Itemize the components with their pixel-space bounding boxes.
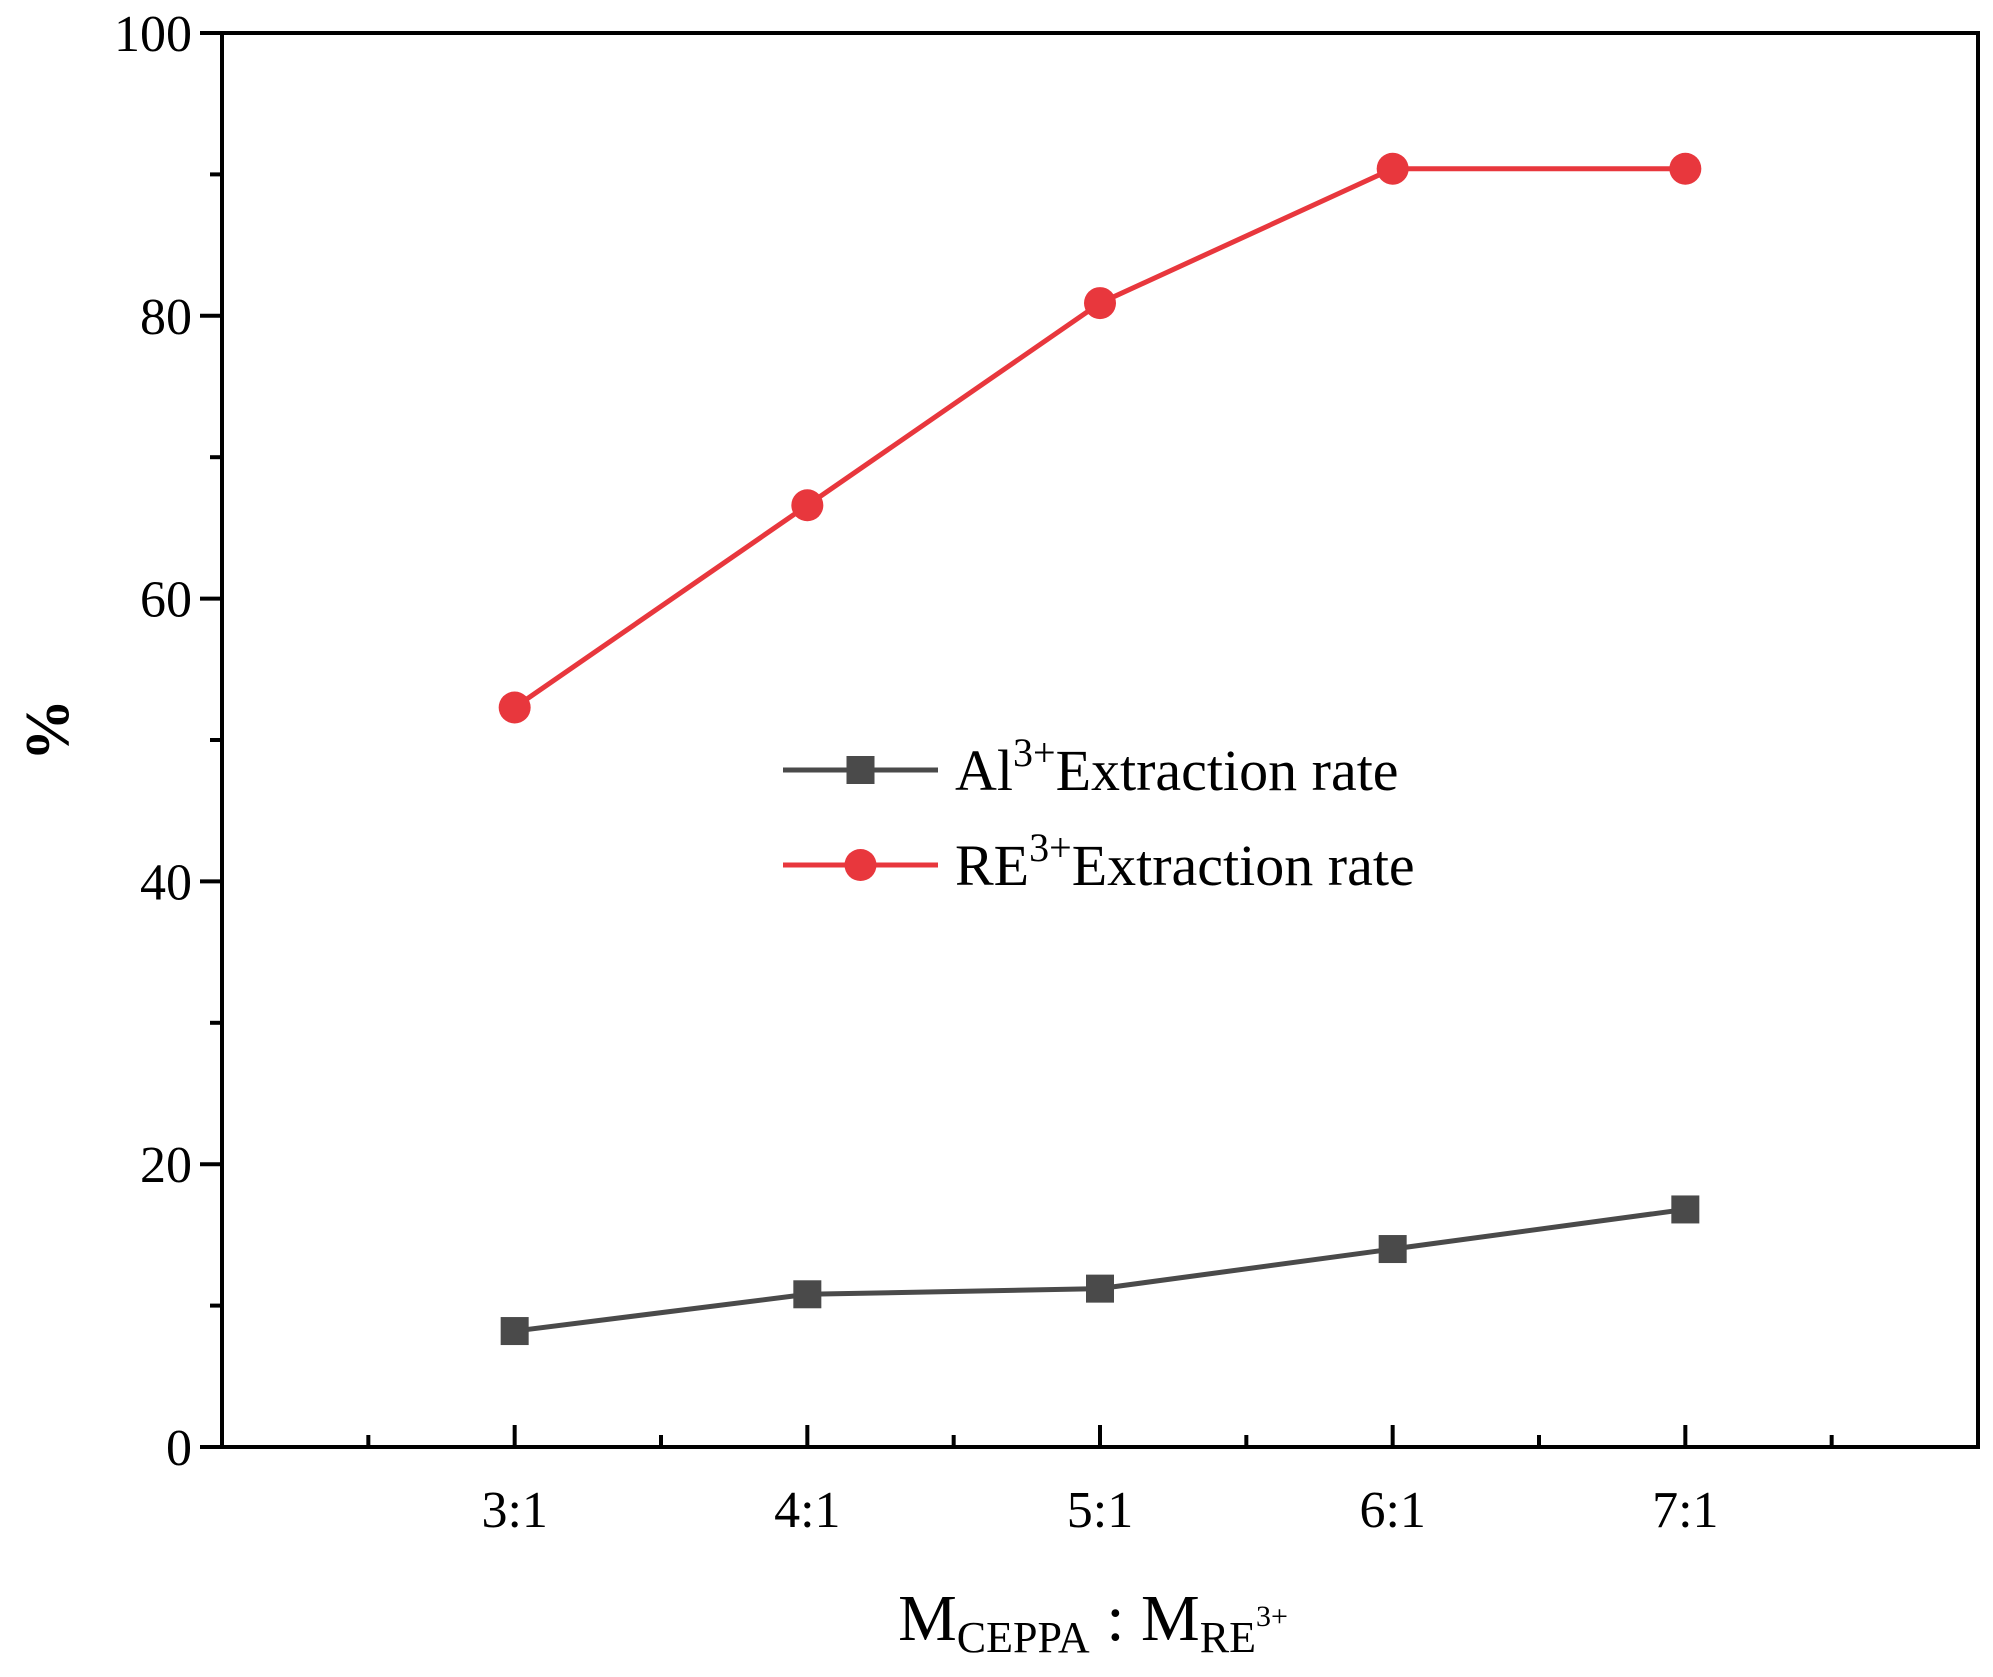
data-point-square bbox=[793, 1280, 822, 1309]
legend-label-rest: Extraction rate bbox=[1072, 833, 1415, 898]
x-axis-title: MCEPPA : MRE3+ bbox=[898, 1582, 1288, 1662]
data-point-circle bbox=[1084, 287, 1116, 320]
legend-swatch-square bbox=[846, 756, 875, 784]
x-title-m2: M bbox=[1141, 1582, 1200, 1655]
y-tick-label: 0 bbox=[166, 1420, 192, 1477]
legend-label-sup: 3+ bbox=[1029, 825, 1072, 870]
data-point-circle bbox=[1669, 152, 1702, 185]
legend-item: Al3+Extraction rate bbox=[783, 730, 1399, 803]
legend-label: Al3+Extraction rate bbox=[955, 730, 1399, 803]
y-tick-label: 40 bbox=[140, 854, 192, 911]
data-point-square bbox=[1671, 1195, 1700, 1224]
x-title-m1-sub: CEPPA bbox=[957, 1613, 1090, 1662]
y-axis-title: % bbox=[14, 699, 82, 761]
x-tick-label: 7:1 bbox=[1652, 1482, 1718, 1539]
x-title-colon: : bbox=[1090, 1582, 1141, 1655]
data-point-circle bbox=[1376, 152, 1409, 185]
legend-swatch-circle bbox=[844, 849, 877, 881]
ticks-layer: 0 20 40 60 80 100 3:1 4:1 5:1 6:1 7:1 bbox=[114, 6, 1834, 1539]
legend-label-base: RE bbox=[955, 833, 1029, 898]
y-tick-label: 60 bbox=[140, 572, 192, 629]
x-title-m1: M bbox=[898, 1582, 957, 1655]
x-title-m2-sub: RE bbox=[1200, 1613, 1256, 1662]
legend-label: RE3+Extraction rate bbox=[955, 825, 1415, 898]
x-title-m2-sub-sup: 3+ bbox=[1256, 1600, 1288, 1633]
series-layer bbox=[498, 152, 1702, 1346]
data-point-square bbox=[500, 1317, 529, 1346]
y-tick-label: 80 bbox=[140, 289, 192, 346]
x-tick-label: 5:1 bbox=[1067, 1482, 1133, 1539]
x-tick-label: 3:1 bbox=[481, 1482, 547, 1539]
axis-titles: %MCEPPA : MRE3+ bbox=[14, 699, 1288, 1662]
legend-item: RE3+Extraction rate bbox=[783, 825, 1415, 898]
data-point-square bbox=[1378, 1235, 1407, 1264]
data-point-circle bbox=[498, 691, 531, 724]
y-tick-label: 20 bbox=[140, 1137, 192, 1194]
data-point-circle bbox=[791, 489, 824, 522]
series-line bbox=[513, 166, 1686, 710]
legend-label-base: Al bbox=[955, 738, 1013, 803]
y-tick-label: 100 bbox=[114, 6, 192, 63]
data-point-square bbox=[1086, 1274, 1114, 1303]
x-tick-label: 4:1 bbox=[774, 1482, 840, 1539]
x-tick-label: 6:1 bbox=[1359, 1482, 1425, 1539]
legend-label-rest: Extraction rate bbox=[1056, 738, 1399, 803]
series-al bbox=[500, 1195, 1700, 1346]
legend-label-sup: 3+ bbox=[1013, 730, 1056, 775]
series-re bbox=[498, 152, 1702, 724]
series-line bbox=[514, 1206, 1686, 1334]
